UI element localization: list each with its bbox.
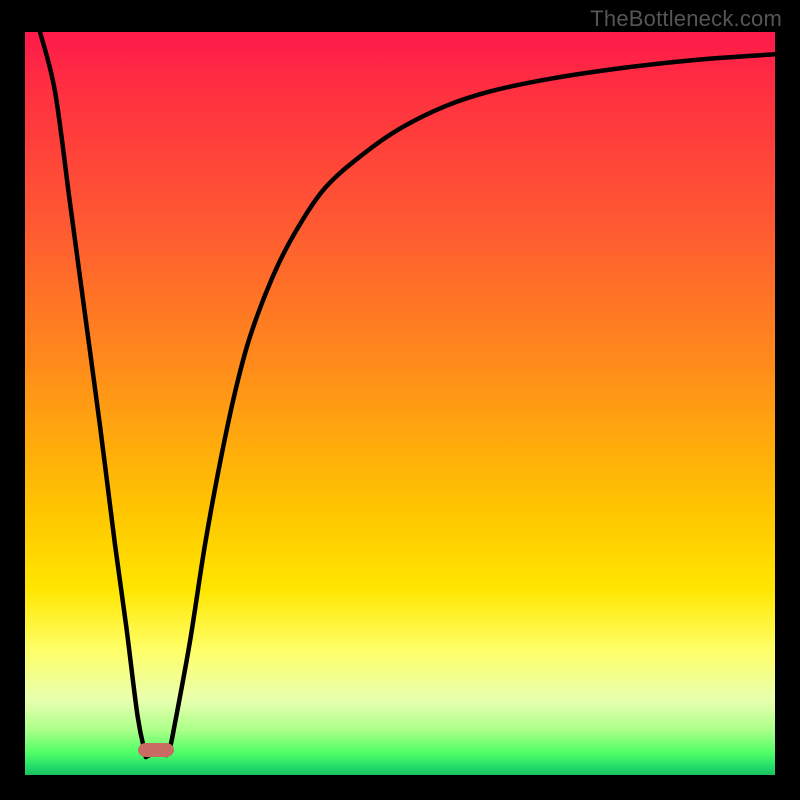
minimum-marker-shape	[138, 743, 174, 757]
watermark-text: TheBottleneck.com	[590, 6, 782, 32]
curve-svg	[25, 32, 775, 775]
minimum-marker-svg	[137, 742, 175, 758]
minimum-marker	[137, 742, 175, 758]
root: TheBottleneck.com	[0, 0, 800, 800]
curve-path	[40, 32, 775, 757]
plot-area	[25, 32, 775, 775]
